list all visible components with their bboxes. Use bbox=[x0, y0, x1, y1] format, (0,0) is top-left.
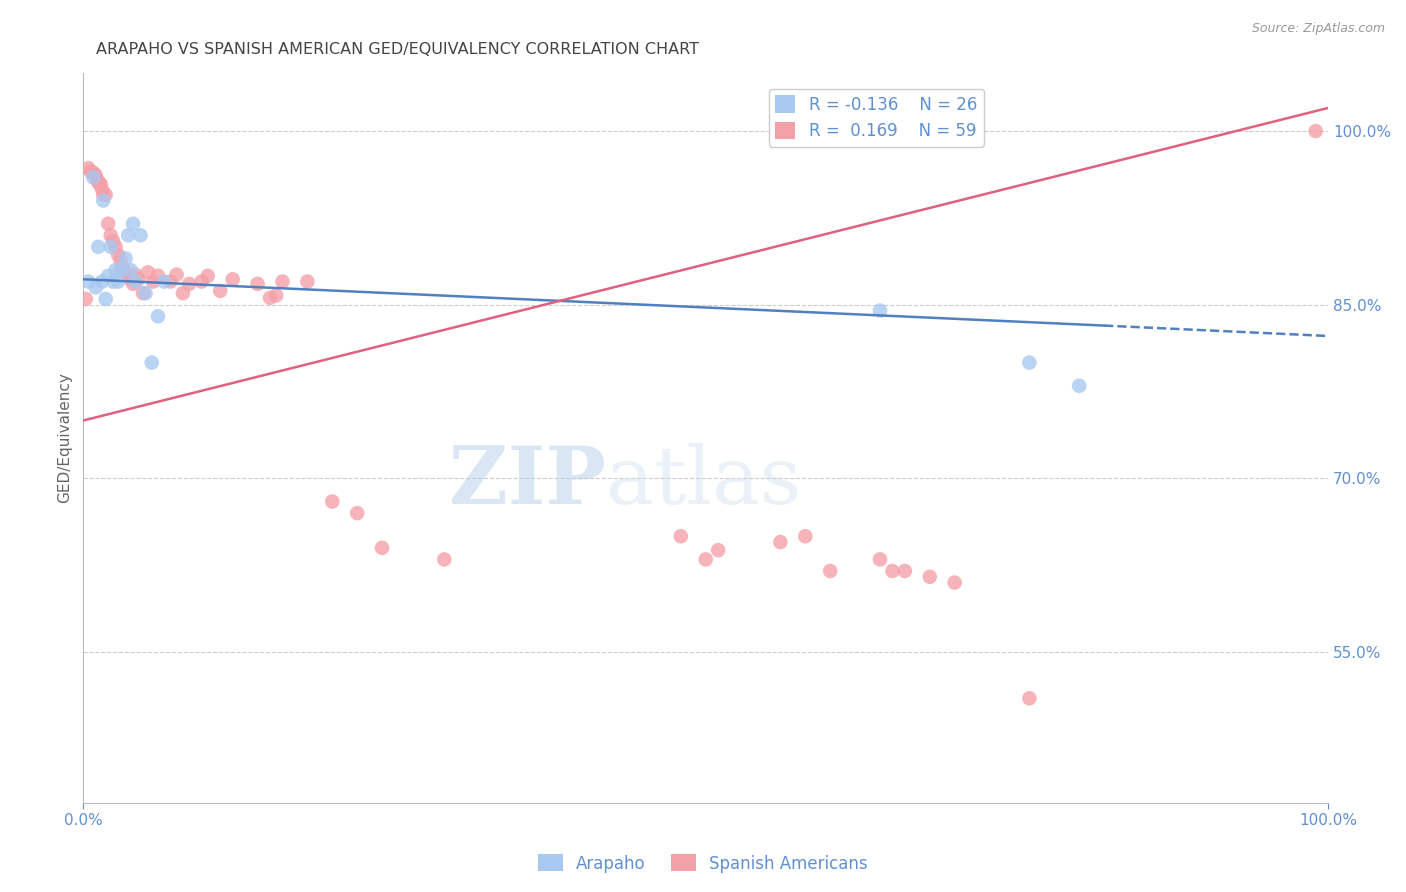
Point bbox=[117, 228, 139, 243]
Point bbox=[142, 275, 165, 289]
Legend: Arapaho, Spanish Americans: Arapaho, Spanish Americans bbox=[531, 847, 875, 880]
Point bbox=[918, 570, 941, 584]
Point bbox=[75, 292, 97, 306]
Point bbox=[110, 263, 132, 277]
Point bbox=[124, 275, 146, 289]
Point bbox=[882, 564, 904, 578]
Point bbox=[1305, 124, 1327, 138]
Point bbox=[86, 172, 108, 186]
Point bbox=[153, 275, 176, 289]
Point bbox=[271, 275, 294, 289]
Point bbox=[101, 275, 124, 289]
Y-axis label: GED/Equivalency: GED/Equivalency bbox=[58, 373, 72, 503]
Point bbox=[77, 275, 100, 289]
Point bbox=[869, 552, 891, 566]
Point bbox=[127, 272, 149, 286]
Text: ARAPAHO VS SPANISH AMERICAN GED/EQUIVALENCY CORRELATION CHART: ARAPAHO VS SPANISH AMERICAN GED/EQUIVALE… bbox=[96, 42, 699, 57]
Point bbox=[82, 166, 104, 180]
Text: Source: ZipAtlas.com: Source: ZipAtlas.com bbox=[1251, 22, 1385, 36]
Point bbox=[129, 228, 152, 243]
Point bbox=[124, 268, 146, 282]
Point bbox=[371, 541, 394, 555]
Point bbox=[97, 217, 120, 231]
Point bbox=[221, 272, 243, 286]
Point bbox=[246, 277, 269, 291]
Point bbox=[84, 280, 107, 294]
Point bbox=[122, 217, 145, 231]
Point bbox=[177, 277, 200, 291]
Point bbox=[84, 168, 107, 182]
Point bbox=[297, 275, 319, 289]
Text: ZIP: ZIP bbox=[449, 442, 606, 521]
Point bbox=[114, 252, 136, 266]
Point bbox=[869, 303, 891, 318]
Point bbox=[91, 182, 114, 196]
Point bbox=[1018, 691, 1040, 706]
Point bbox=[146, 310, 169, 324]
Point bbox=[346, 506, 368, 520]
Point bbox=[117, 268, 139, 283]
Point bbox=[190, 275, 212, 289]
Point bbox=[114, 265, 136, 279]
Point bbox=[100, 228, 122, 243]
Point bbox=[1018, 356, 1040, 370]
Point bbox=[107, 275, 129, 289]
Point bbox=[209, 284, 232, 298]
Point bbox=[120, 263, 142, 277]
Point bbox=[120, 272, 142, 286]
Point bbox=[159, 275, 181, 289]
Point bbox=[818, 564, 841, 578]
Point bbox=[101, 234, 124, 248]
Point bbox=[1069, 378, 1091, 392]
Point bbox=[89, 176, 111, 190]
Point bbox=[97, 268, 120, 283]
Point bbox=[166, 268, 188, 282]
Point bbox=[136, 265, 159, 279]
Point bbox=[91, 275, 114, 289]
Point bbox=[321, 494, 343, 508]
Point bbox=[104, 263, 127, 277]
Point bbox=[259, 291, 281, 305]
Point bbox=[112, 263, 135, 277]
Point bbox=[943, 575, 966, 590]
Point bbox=[894, 564, 917, 578]
Point bbox=[695, 552, 717, 566]
Point bbox=[669, 529, 692, 543]
Point bbox=[94, 187, 117, 202]
Point bbox=[91, 187, 114, 202]
Point bbox=[100, 240, 122, 254]
Text: atlas: atlas bbox=[606, 442, 801, 521]
Point bbox=[80, 164, 103, 178]
Point bbox=[91, 194, 114, 208]
Point bbox=[146, 268, 169, 283]
Point bbox=[87, 240, 110, 254]
Legend: R = -0.136    N = 26, R =  0.169    N = 59: R = -0.136 N = 26, R = 0.169 N = 59 bbox=[769, 89, 984, 147]
Point bbox=[94, 292, 117, 306]
Point bbox=[107, 248, 129, 262]
Point bbox=[197, 268, 219, 283]
Point bbox=[707, 543, 730, 558]
Point bbox=[104, 240, 127, 254]
Point bbox=[769, 535, 792, 549]
Point bbox=[135, 286, 157, 301]
Point bbox=[132, 286, 155, 301]
Point bbox=[433, 552, 456, 566]
Point bbox=[264, 288, 287, 302]
Point bbox=[87, 175, 110, 189]
Point bbox=[77, 161, 100, 175]
Point bbox=[141, 356, 163, 370]
Point bbox=[110, 253, 132, 268]
Point bbox=[172, 286, 194, 301]
Point bbox=[794, 529, 817, 543]
Point bbox=[82, 170, 104, 185]
Point bbox=[122, 277, 145, 291]
Point bbox=[90, 178, 112, 192]
